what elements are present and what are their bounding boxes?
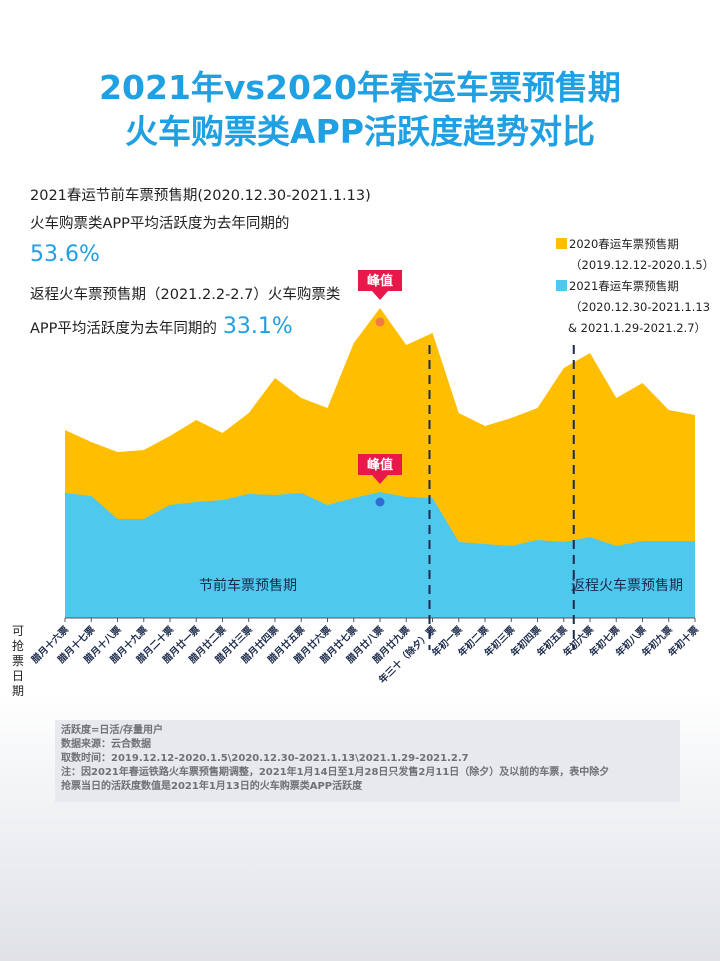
summary-value-53: 53.6% [30, 242, 100, 267]
summary-line3: 返程火车票预售期（2021.2.2-2.7）火车购票类 [30, 287, 341, 303]
note-period: 取数时间：2019.12.12-2020.1.5\2020.12.30-2021… [61, 753, 469, 764]
legend-2021: 2021春运车票预售期 （2020.12.30-2021.1.13 & 2021… [556, 276, 710, 339]
annotation-return-period: 返程火车票预售期 [571, 577, 683, 594]
note-remark-2: 抢票当日的活跃度数值是2021年1月13日的火车购票类APP活跃度 [61, 781, 363, 792]
legend-2021-label: 2021春运车票预售期 [569, 279, 679, 293]
legend-2020: 2020春运车票预售期 （2019.12.12-2020.1.5） [556, 234, 714, 276]
note-source: 数据来源：云合数据 [61, 739, 151, 750]
summary-line1: 2021春运节前车票预售期(2020.12.30-2021.1.13) [30, 188, 371, 204]
note-definition: 活跃度=日活/存量用户 [61, 725, 164, 736]
page-title-line1: 2021年vs2020年春运车票预售期 [99, 68, 621, 107]
page-title-line2: 火车购票类APP活跃度趋势对比 [125, 112, 595, 151]
peak-badge-pointer [372, 475, 388, 484]
peak-dot-2020 [375, 317, 385, 327]
legend-2021-range1: （2020.12.30-2021.1.13 [570, 300, 711, 314]
summary-line4: APP平均活跃度为去年同期的 [30, 321, 217, 337]
legend-2020-swatch [556, 238, 567, 249]
annotation-pre-period: 节前车票预售期 [199, 577, 297, 594]
legend-2021-range2: & 2021.1.29-2021.2.7） [568, 321, 707, 335]
note-remark-1: 注：因2021年春运铁路火车票预售期调整，2021年1月14日至1月28日只发售… [61, 767, 610, 778]
y-axis-label: 可抢票日期 [11, 624, 24, 698]
peak-badge-1 [358, 270, 402, 291]
peak-badge-pointer [372, 291, 388, 300]
legend-2020-label: 2020春运车票预售期 [569, 237, 679, 251]
peak-label: 峰值 [367, 273, 393, 289]
legend-2020-range: （2019.12.12-2020.1.5） [570, 258, 715, 272]
summary-line4-wrap: APP平均活跃度为去年同期的 33.1% [30, 314, 293, 339]
summary-value-33: 33.1% [222, 314, 293, 339]
area-chart: 腊月十六票腊月十七票腊月十八票腊月十九票腊月二十票腊月廿一票腊月廿二票腊月廿三票… [29, 270, 701, 686]
peak-badge-2 [358, 454, 402, 475]
legend-2021-swatch [556, 280, 567, 291]
peak-label: 峰值 [367, 457, 393, 473]
summary-line2: 火车购票类APP平均活跃度为去年同期的 [30, 216, 290, 232]
series-area-2021 [65, 492, 695, 618]
peak-dot-2021 [375, 497, 385, 507]
notes-panel: 活跃度=日活/存量用户 数据来源：云合数据 取数时间：2019.12.12-20… [55, 720, 680, 802]
